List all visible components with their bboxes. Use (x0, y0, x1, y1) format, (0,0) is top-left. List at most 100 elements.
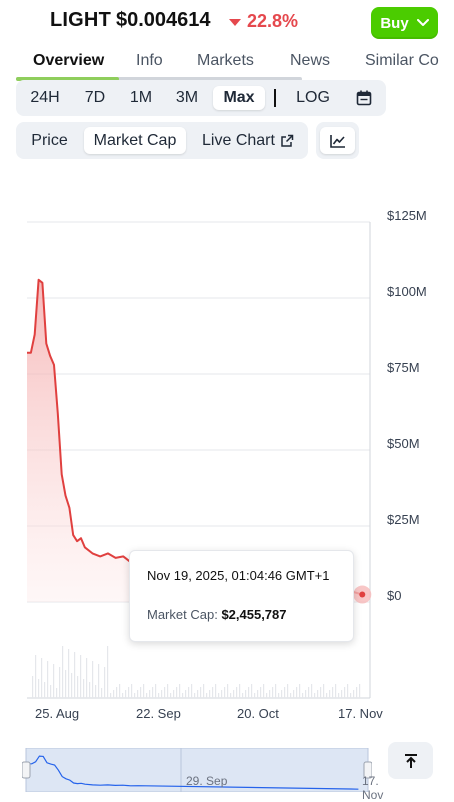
volume-bar (338, 693, 340, 698)
chart-style-toggle[interactable] (316, 122, 359, 159)
volume-bar (149, 690, 151, 698)
volume-bar (215, 684, 217, 698)
volume-bar (44, 682, 46, 698)
volume-bar (323, 684, 325, 698)
volume-bar (314, 693, 316, 698)
volume-bar (326, 693, 328, 698)
volume-bar (356, 687, 358, 698)
volume-bar (194, 693, 196, 698)
volume-bar (191, 684, 193, 698)
coin-ticker: LIGHT (50, 9, 111, 31)
volume-bar (311, 684, 313, 698)
volume-bar (230, 693, 232, 698)
navigator-selection[interactable] (25, 748, 369, 792)
chart-type-live-chart[interactable]: Live Chart (194, 127, 302, 154)
volume-bar (173, 690, 175, 698)
volume-bar (257, 690, 259, 698)
volume-bar (206, 693, 208, 698)
volume-bar (65, 670, 67, 698)
market-cap-chart[interactable]: $125M $100M $75M $50M $25M $0 25. Aug 22… (0, 200, 454, 730)
chevron-down-icon (416, 19, 429, 26)
volume-bar (299, 684, 301, 698)
volume-bar (47, 661, 49, 698)
volume-bar (125, 690, 127, 698)
tab-info[interactable]: Info (136, 52, 163, 69)
volume-bar (227, 684, 229, 698)
chart-type-selector: Price Market Cap Live Chart (16, 122, 308, 159)
navigator-handle-right[interactable] (363, 761, 372, 779)
volume-bar (296, 687, 298, 698)
navigator-handle-left[interactable] (22, 761, 31, 779)
y-tick-label: $125M (387, 208, 427, 223)
volume-bar (56, 688, 58, 698)
price-change-value: 22.8% (247, 11, 299, 31)
line-chart-icon[interactable] (320, 127, 355, 154)
volume-bar (239, 684, 241, 698)
section-tabs: Overview Info Markets News Similar Co (0, 46, 454, 82)
range-1m[interactable]: 1M (129, 89, 153, 106)
log-scale-toggle[interactable]: LOG (296, 89, 330, 106)
volume-bar (131, 684, 133, 698)
volume-bar (77, 676, 79, 698)
navigator-plot[interactable] (22, 748, 372, 792)
navigator-date-label: 17. Nov (362, 774, 384, 802)
volume-bar (284, 687, 286, 698)
x-tick-label: 22. Sep (136, 706, 181, 721)
volume-bar (347, 684, 349, 698)
volume-bar (116, 687, 118, 698)
range-24h[interactable]: 24H (30, 89, 60, 106)
volume-bar (293, 690, 295, 698)
volume-bar (167, 684, 169, 698)
volume-bar (218, 693, 220, 698)
volume-bar (224, 687, 226, 698)
buy-button[interactable]: Buy (371, 7, 438, 39)
volume-bar (254, 693, 256, 698)
time-range-selector: 24H 7D 1M 3M Max LOG (16, 80, 386, 116)
scroll-to-top-button[interactable] (388, 742, 433, 779)
tab-news[interactable]: News (290, 52, 331, 69)
coin-header: LIGHT $0.004614 22.8% Buy (0, 0, 454, 44)
volume-bar (143, 684, 145, 698)
volume-bar (236, 687, 238, 698)
y-tick-label: $25M (387, 512, 420, 527)
tab-markets[interactable]: Markets (197, 52, 254, 69)
volume-bar (200, 687, 202, 698)
y-tick-label: $50M (387, 436, 420, 451)
volume-bar (212, 687, 214, 698)
volume-bar (59, 667, 61, 698)
volume-bar (98, 664, 100, 698)
volume-bar (113, 690, 115, 698)
volume-bar (122, 693, 124, 698)
chart-type-market-cap[interactable]: Market Cap (84, 127, 186, 154)
volume-bar (176, 687, 178, 698)
tab-overview[interactable]: Overview (33, 52, 105, 69)
volume-bar (245, 690, 247, 698)
tab-similar-coins[interactable]: Similar Co (365, 52, 439, 69)
volume-bar (182, 693, 184, 698)
volume-bar (128, 687, 130, 698)
volume-bar (158, 693, 160, 698)
volume-bar (233, 690, 235, 698)
chart-type-price[interactable]: Price (31, 131, 68, 149)
volume-bar (92, 661, 94, 698)
volume-bar (185, 690, 187, 698)
volume-bar (188, 687, 190, 698)
buy-button-label: Buy (380, 14, 409, 32)
chart-plot[interactable] (0, 200, 454, 730)
range-3m[interactable]: 3M (175, 89, 199, 106)
range-max[interactable]: Max (213, 86, 265, 110)
volume-bar (317, 690, 319, 698)
volume-bar (272, 687, 274, 698)
volume-bar (155, 684, 157, 698)
calendar-icon[interactable] (350, 86, 378, 110)
range-7d[interactable]: 7D (84, 89, 106, 106)
x-tick-label: 17. Nov (338, 706, 383, 721)
volume-bar (179, 684, 181, 698)
tooltip-value: $2,455,787 (221, 607, 287, 622)
volume-bar (302, 693, 304, 698)
range-navigator[interactable]: 29. Sep 17. Nov (22, 748, 383, 802)
market-cap-line (27, 278, 363, 596)
volume-bar (341, 690, 343, 698)
y-tick-label: $0 (387, 588, 402, 603)
volume-bar (305, 690, 307, 698)
